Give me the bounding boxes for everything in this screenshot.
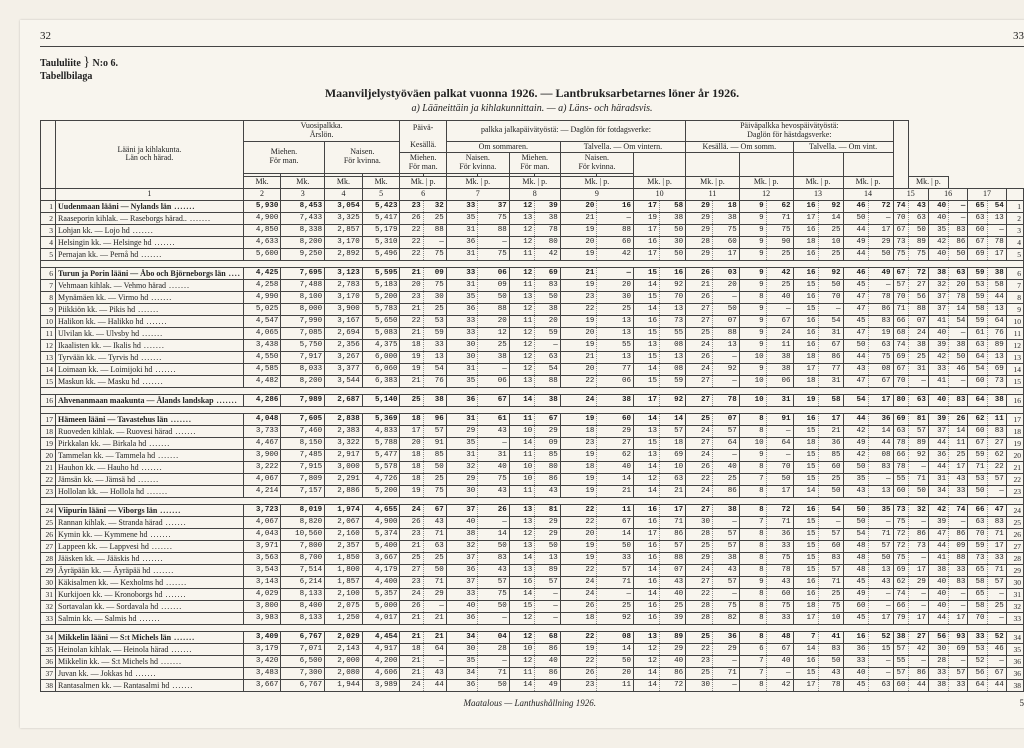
table-row: 15Maskun kk. — Masku hd .......4,4828,20… xyxy=(41,375,1024,387)
attachment-header: Taululiite } N:o 6. Tabellbilaga xyxy=(40,55,1024,82)
table-row: 37Juvan kk. — Jokkas hd .......3,4837,30… xyxy=(41,667,1024,679)
table-row: 4Helsingin kk. — Helsinge hd .......4,63… xyxy=(41,236,1024,248)
table-row: 32Sortavalan kk. — Sordavala hd .......3… xyxy=(41,600,1024,612)
page-num-right: 33 xyxy=(1013,30,1024,42)
table-row: 33Salmin kk. — Salmis hd .......3,9838,1… xyxy=(41,612,1024,624)
title-main: Maanviljelystyöväen palkat vuonna 1926. … xyxy=(40,86,1024,101)
footer: Maatalous — Lanthushållning 1926. 5 xyxy=(40,698,1024,708)
table-row: 2Raaseporin kihlak. — Raseborgs härad.. … xyxy=(41,212,1024,224)
page-num-left: 32 xyxy=(40,30,51,42)
table-row: 22Jämsän kk. — Jämsä hd .......4,0677,80… xyxy=(41,473,1024,485)
table-row: 26Kymin kk. — Kymmene hd .......4,04310,… xyxy=(41,528,1024,540)
table-row: 21Hauhon kk. — Hauho hd .......3,2227,91… xyxy=(41,461,1024,473)
table-row: 25Rannan kihlak. — Stranda härad .......… xyxy=(41,516,1024,528)
table-row: 8Mynämäen kk. — Virmo hd .......4,9908,1… xyxy=(41,291,1024,303)
table-row: 9Piikkiön kk. — Pikis hd .......5,0258,0… xyxy=(41,303,1024,315)
table-row: 7Vehmaan kihlak. — Vehmo härad .......4,… xyxy=(41,279,1024,291)
table-row: 18Ruoveden kihlak. — Ruovesi härad .....… xyxy=(41,425,1024,437)
table-row: 13Tyrvään kk. — Tyrvis hd .......4,5507,… xyxy=(41,351,1024,363)
table-row: 17Hämeen lääni — Tavastehus län .......4… xyxy=(41,413,1024,425)
table-row: 19Pirkkalan kk. — Birkala hd .......4,46… xyxy=(41,437,1024,449)
table-row: 1Uudenmaan lääni — Nylands län .......5,… xyxy=(41,200,1024,212)
table-row: 31Kurkijoen kk. — Kronoborgs hd .......4… xyxy=(41,588,1024,600)
table-row: 14Loimaan kk. — Loimijoki hd .......4,58… xyxy=(41,363,1024,375)
table-row: 35Heinolan kihlak. — Heinola härad .....… xyxy=(41,643,1024,655)
table-row: 11Ulvilan kk. — Ulvsby hd .......4,0657,… xyxy=(41,327,1024,339)
table-row: 27Lappeen kk. — Lappvesi hd .......3,971… xyxy=(41,540,1024,552)
table-row: 34Mikkelin lääni — S:t Michels län .....… xyxy=(41,631,1024,643)
table-row: 38Rantasalmen kk. — Rantasalmi hd ......… xyxy=(41,679,1024,691)
data-table: Lääni ja kihlakunta. Län och härad. Vuos… xyxy=(40,120,1024,692)
table-row: 23Hollolan kk. — Hollola hd .......4,214… xyxy=(41,485,1024,497)
title-sub: a) Lääneittäin ja kihlakunnittain. — a) … xyxy=(40,103,1024,114)
table-row: 12Ikaalisten kk. — Ikalis hd .......3,43… xyxy=(41,339,1024,351)
table-row: 30Käkisalmen kk. — Kexholms hd .......3,… xyxy=(41,576,1024,588)
table-row: 20Tammelan kk. — Tammela hd .......3,900… xyxy=(41,449,1024,461)
table-row: 10Halikon kk. — Halikko hd .......4,5477… xyxy=(41,315,1024,327)
top-rule xyxy=(40,46,1024,47)
table-row: 5Pernajan kk. — Pernå hd .......5,6009,2… xyxy=(41,248,1024,260)
table-row: 29Äyräpään kk. — Äyräpää hd .......3,543… xyxy=(41,564,1024,576)
table-row: 3Lohjan kk. — Lojo hd .......4,8508,3382… xyxy=(41,224,1024,236)
table-row: 28Jääsken kk. — Jääskis hd .......3,5638… xyxy=(41,552,1024,564)
table-row: 24Viipurin lääni — Viborgs län .......3,… xyxy=(41,504,1024,516)
table-row: 6Turun ja Porin lääni — Åbo och Björnebo… xyxy=(41,267,1024,279)
table-row: 16Ahvenanmaan maakunta — Ålands landskap… xyxy=(41,394,1024,406)
table-row: 36Mikkelin kk. — S:t Michels hd .......3… xyxy=(41,655,1024,667)
